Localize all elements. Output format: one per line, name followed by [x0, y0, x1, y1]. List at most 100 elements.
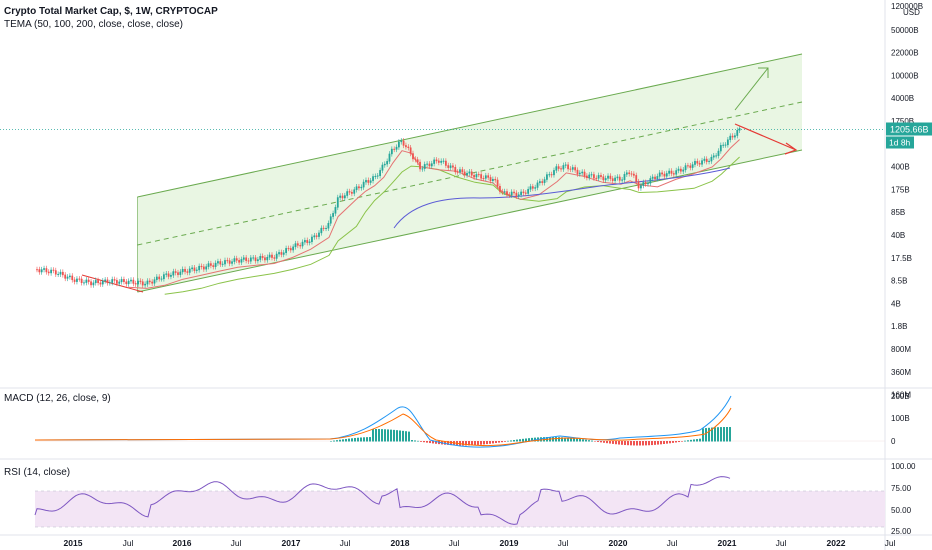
- price-axis-tick: 800M: [891, 345, 911, 354]
- candle: [179, 271, 182, 275]
- candle: [618, 176, 621, 181]
- candle: [99, 282, 102, 285]
- macd-bar: [492, 441, 494, 444]
- candle: [153, 279, 156, 284]
- macd-bar: [510, 440, 512, 442]
- macd-bar: [342, 439, 344, 442]
- macd-bar: [399, 430, 401, 442]
- macd-bar: [516, 439, 518, 442]
- macd-bar: [690, 439, 692, 442]
- candle: [397, 141, 400, 148]
- candle: [668, 170, 671, 174]
- candle: [209, 263, 212, 266]
- candle: [369, 180, 372, 183]
- candle: [390, 148, 393, 155]
- candle: [200, 265, 203, 268]
- macd-bar: [612, 441, 614, 444]
- macd-bar: [366, 437, 368, 442]
- macd-bar: [468, 441, 470, 446]
- macd-bar: [609, 441, 611, 444]
- macd-histogram: [330, 427, 731, 446]
- candle: [292, 246, 295, 251]
- candle: [701, 160, 703, 165]
- candle: [670, 170, 673, 174]
- macd-bar: [675, 441, 677, 443]
- macd-bar: [726, 427, 728, 442]
- candle: [101, 280, 104, 285]
- candle: [332, 213, 334, 217]
- macd-bar: [501, 441, 503, 443]
- macd-bar: [663, 441, 665, 444]
- macd-bar: [417, 440, 419, 442]
- candle: [437, 160, 440, 163]
- price-axis-tick: 10000B: [891, 71, 919, 80]
- candle: [541, 181, 544, 183]
- price-axis-tick: 8.5B: [891, 277, 907, 286]
- rsi-axis-tick: 25.00: [891, 527, 912, 536]
- macd-bar: [495, 441, 497, 444]
- macd-bar: [423, 441, 425, 443]
- current-price-value: 1205.66B: [890, 125, 929, 135]
- candle: [212, 265, 215, 267]
- candle: [442, 160, 445, 162]
- candle: [289, 248, 292, 251]
- time-axis-tick: 2022: [827, 538, 846, 548]
- candle: [407, 146, 410, 148]
- candle: [315, 235, 318, 237]
- macd-bar: [387, 429, 389, 442]
- macd-bar: [411, 440, 413, 442]
- countdown-value: 1d 8h: [889, 138, 911, 148]
- candle: [564, 164, 567, 166]
- candle: [647, 183, 649, 185]
- macd-bar: [357, 437, 359, 442]
- candle: [181, 269, 184, 273]
- candle: [482, 178, 485, 180]
- time-axis-tick: Jul: [231, 538, 242, 548]
- candle: [381, 164, 384, 171]
- macd-bar: [390, 429, 392, 442]
- price-axis-tick: 50000B: [891, 26, 919, 35]
- candle: [294, 243, 297, 248]
- candle: [125, 281, 128, 285]
- candle: [120, 279, 123, 283]
- candle: [738, 128, 741, 131]
- candle: [61, 271, 64, 276]
- candle: [177, 272, 179, 275]
- candle: [73, 279, 76, 282]
- macd-bar: [522, 438, 524, 442]
- macd-bar: [594, 441, 596, 442]
- candle: [644, 182, 647, 185]
- candle: [447, 165, 450, 168]
- macd-title: MACD (12, 26, close, 9): [4, 393, 111, 404]
- candle: [360, 186, 363, 189]
- candle: [435, 159, 438, 162]
- candle: [245, 257, 248, 261]
- candle: [628, 172, 631, 175]
- macd-bar: [669, 441, 671, 444]
- macd-bar: [597, 441, 599, 442]
- candle: [355, 186, 358, 190]
- candle: [499, 185, 501, 192]
- candle: [45, 268, 48, 273]
- macd-bar: [426, 441, 428, 443]
- macd-bar: [588, 440, 590, 442]
- candle: [452, 165, 454, 168]
- candle: [108, 282, 111, 284]
- candle: [649, 178, 652, 184]
- candle: [252, 257, 255, 259]
- macd-bar: [651, 441, 653, 446]
- candle: [146, 280, 149, 285]
- macd-bar: [363, 437, 365, 442]
- candle: [367, 180, 370, 183]
- time-axis-tick: Jul: [449, 538, 460, 548]
- macd-bar: [531, 437, 533, 442]
- candle: [224, 260, 226, 265]
- candle: [456, 171, 459, 173]
- candle: [459, 169, 461, 173]
- macd-axis-tick: 200B: [891, 392, 910, 401]
- candle: [271, 254, 273, 258]
- candle: [193, 267, 196, 271]
- macd-bar: [354, 437, 356, 442]
- candle: [611, 178, 614, 181]
